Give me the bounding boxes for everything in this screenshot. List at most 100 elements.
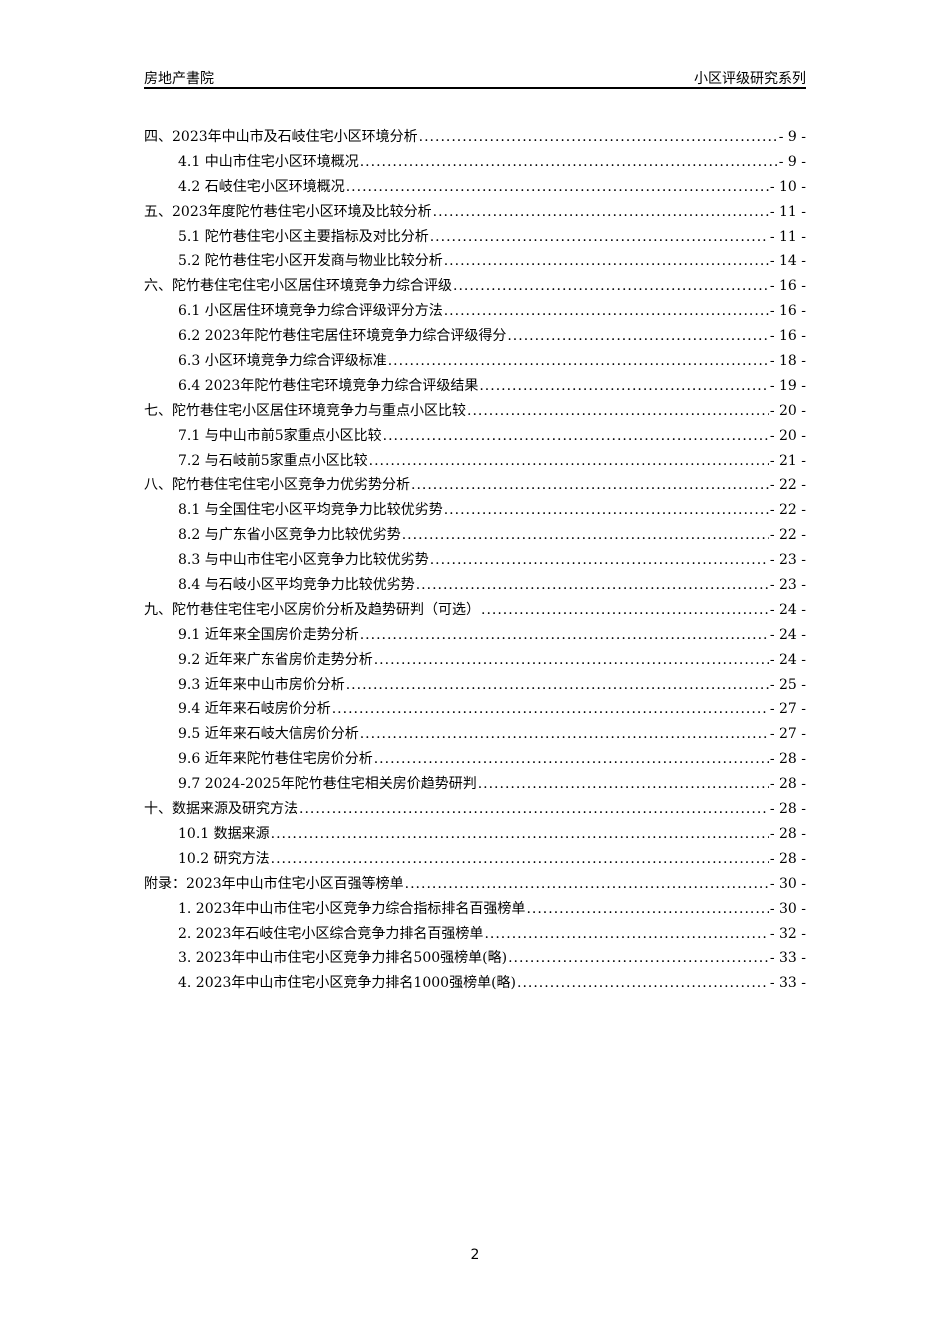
- toc-entry-page: - 30 -: [769, 900, 806, 917]
- toc-entry-page: - 24 -: [769, 651, 806, 668]
- toc-entry-page: - 24 -: [769, 601, 806, 618]
- toc-entry-page: - 27 -: [769, 726, 806, 743]
- toc-entry[interactable]: 四、2023年中山市及石岐住宅小区环境分析 - 9 -: [144, 126, 806, 151]
- toc-entry[interactable]: 十、数据来源及研究方法 - 28 -: [144, 798, 806, 823]
- toc-entry[interactable]: 10.1 数据来源 - 28 -: [144, 823, 806, 848]
- toc-entry[interactable]: 4. 2023年中山市住宅小区竞争力排名1000强榜单(略) - 33 -: [144, 972, 806, 997]
- dot-leader: [416, 577, 769, 593]
- toc-entry-title: 1. 2023年中山市住宅小区竞争力综合指标排名百强榜单: [178, 900, 526, 917]
- dot-leader: [508, 950, 769, 966]
- toc-entry-title: 7.1 与中山市前5家重点小区比较: [178, 427, 382, 444]
- toc-entry-title: 6.4 2023年陀竹巷住宅环境竞争力综合评级结果: [178, 377, 479, 394]
- toc-entry[interactable]: 9.7 2024-2025年陀竹巷住宅相关房价趋势研判 - 28 -: [144, 773, 806, 798]
- toc-entry[interactable]: 4.1 中山市住宅小区环境概况 - 9 -: [144, 151, 806, 176]
- toc-entry-title: 六、陀竹巷住宅住宅小区居住环境竞争力综合评级: [144, 278, 452, 295]
- toc-entry[interactable]: 9.2 近年来广东省房价走势分析 - 24 -: [144, 649, 806, 674]
- toc-entry-page: - 22 -: [769, 527, 806, 544]
- toc-entry-page: - 25 -: [769, 676, 806, 693]
- toc-entry[interactable]: 附录：2023年中山市住宅小区百强等榜单 - 30 -: [144, 873, 806, 898]
- toc-entry-page: - 14 -: [769, 253, 806, 270]
- toc-entry-page: - 32 -: [769, 925, 806, 942]
- toc-entry[interactable]: 六、陀竹巷住宅住宅小区居住环境竞争力综合评级 - 16 -: [144, 275, 806, 300]
- toc-entry-title: 9.3 近年来中山市房价分析: [178, 676, 345, 693]
- toc-entry-title: 七、陀竹巷住宅小区居住环境竞争力与重点小区比较: [144, 402, 466, 419]
- header-right: 小区评级研究系列: [694, 71, 806, 87]
- toc-entry[interactable]: 10.2 研究方法 - 28 -: [144, 848, 806, 873]
- toc-entry[interactable]: 8.2 与广东省小区竞争力比较优劣势 - 22 -: [144, 524, 806, 549]
- toc-entry[interactable]: 9.4 近年来石岐房价分析 - 27 -: [144, 698, 806, 723]
- toc-entry[interactable]: 9.5 近年来石岐大信房价分析 - 27 -: [144, 723, 806, 748]
- dot-leader: [346, 677, 769, 693]
- toc-entry[interactable]: 五、2023年度陀竹巷住宅小区环境及比较分析 - 11 -: [144, 201, 806, 226]
- header-left: 房地产書院: [144, 71, 214, 87]
- toc-entry[interactable]: 9.6 近年来陀竹巷住宅房价分析 - 28 -: [144, 748, 806, 773]
- toc-entry[interactable]: 8.3 与中山市住宅小区竞争力比较优劣势 - 23 -: [144, 549, 806, 574]
- toc-entry-page: - 20 -: [769, 427, 806, 444]
- toc-entry-title: 5.2 陀竹巷住宅小区开发商与物业比较分析: [178, 253, 443, 270]
- toc-entry-page: - 22 -: [769, 477, 806, 494]
- toc-entry-page: - 9 -: [778, 129, 806, 145]
- toc-entry-title: 8.1 与全国住宅小区平均竞争力比较优劣势: [178, 502, 443, 519]
- dot-leader: [346, 179, 769, 195]
- toc-entry-title: 4.2 石岐住宅小区环境概况: [178, 178, 345, 195]
- toc-entry-page: - 11 -: [769, 203, 806, 220]
- toc-entry[interactable]: 6.2 2023年陀竹巷住宅居住环境竞争力综合评级得分 - 16 -: [144, 325, 806, 350]
- toc-entry[interactable]: 6.4 2023年陀竹巷住宅环境竞争力综合评级结果 - 19 -: [144, 375, 806, 400]
- toc-entry[interactable]: 八、陀竹巷住宅住宅小区竞争力优劣势分析 - 22 -: [144, 474, 806, 499]
- toc-entry-title: 9.7 2024-2025年陀竹巷住宅相关房价趋势研判: [178, 776, 477, 793]
- toc-entry-title: 8.2 与广东省小区竞争力比较优劣势: [178, 527, 401, 544]
- dot-leader: [299, 801, 769, 817]
- toc-entry[interactable]: 7.1 与中山市前5家重点小区比较 - 20 -: [144, 425, 806, 450]
- dot-leader: [526, 901, 768, 917]
- toc-entry-title: 7.2 与石岐前5家重点小区比较: [178, 452, 368, 469]
- toc-entry[interactable]: 1. 2023年中山市住宅小区竞争力综合指标排名百强榜单 - 30 -: [144, 898, 806, 923]
- dot-leader: [374, 751, 769, 767]
- dot-leader: [507, 328, 768, 344]
- toc-entry[interactable]: 5.1 陀竹巷住宅小区主要指标及对比分析 - 11 -: [144, 226, 806, 251]
- toc-entry-page: - 9 -: [778, 153, 806, 170]
- toc-entry-title: 6.2 2023年陀竹巷住宅居住环境竞争力综合评级得分: [178, 328, 507, 345]
- toc-entry-page: - 23 -: [769, 577, 806, 594]
- toc-entry-title: 2. 2023年石岐住宅小区综合竞争力排名百强榜单: [178, 925, 484, 942]
- toc-entry-title: 十、数据来源及研究方法: [144, 801, 298, 818]
- toc-entry[interactable]: 3. 2023年中山市住宅小区竞争力排名500强榜单(略) - 33 -: [144, 947, 806, 972]
- toc-entry-title: 5.1 陀竹巷住宅小区主要指标及对比分析: [178, 228, 429, 245]
- toc-entry-page: - 20 -: [769, 402, 806, 419]
- toc-entry[interactable]: 2. 2023年石岐住宅小区综合竞争力排名百强榜单 - 32 -: [144, 923, 806, 948]
- toc-entry[interactable]: 九、陀竹巷住宅住宅小区房价分析及趋势研判（可选） - 24 -: [144, 599, 806, 624]
- dot-leader: [478, 776, 769, 792]
- dot-leader: [419, 129, 778, 145]
- toc-entry-title: 10.1 数据来源: [178, 825, 270, 842]
- toc-entry-page: - 28 -: [769, 825, 806, 842]
- toc-entry[interactable]: 8.4 与石岐小区平均竞争力比较优劣势 - 23 -: [144, 574, 806, 599]
- toc-entry-page: - 10 -: [769, 178, 806, 195]
- toc-entry-page: - 30 -: [769, 875, 806, 892]
- dot-leader: [430, 229, 769, 245]
- toc-entry[interactable]: 4.2 石岐住宅小区环境概况 - 10 -: [144, 176, 806, 201]
- toc-entry[interactable]: 七、陀竹巷住宅小区居住环境竞争力与重点小区比较 - 20 -: [144, 400, 806, 425]
- dot-leader: [433, 204, 769, 220]
- toc-entry-page: - 33 -: [769, 975, 806, 992]
- toc-entry-page: - 23 -: [769, 552, 806, 569]
- toc-entry-page: - 24 -: [769, 626, 806, 643]
- dot-leader: [479, 378, 768, 394]
- toc-entry-page: - 19 -: [769, 377, 806, 394]
- dot-leader: [402, 527, 769, 543]
- toc-entry[interactable]: 5.2 陀竹巷住宅小区开发商与物业比较分析 - 14 -: [144, 250, 806, 275]
- toc-entry[interactable]: 7.2 与石岐前5家重点小区比较 - 21 -: [144, 450, 806, 475]
- toc-entry-title: 6.3 小区环境竞争力综合评级标准: [178, 353, 387, 370]
- toc-entry-page: - 21 -: [769, 452, 806, 469]
- toc-entry[interactable]: 9.3 近年来中山市房价分析 - 25 -: [144, 674, 806, 699]
- toc-entry-page: - 27 -: [769, 701, 806, 718]
- dot-leader: [332, 701, 769, 717]
- toc-entry[interactable]: 6.3 小区环境竞争力综合评级标准 - 18 -: [144, 350, 806, 375]
- toc-entry[interactable]: 8.1 与全国住宅小区平均竞争力比较优劣势 - 22 -: [144, 499, 806, 524]
- dot-leader: [360, 726, 769, 742]
- dot-leader: [374, 652, 769, 668]
- toc-entry-page: - 18 -: [769, 353, 806, 370]
- toc-entry[interactable]: 9.1 近年来全国房价走势分析 - 24 -: [144, 624, 806, 649]
- toc-entry[interactable]: 6.1 小区居住环境竞争力综合评级评分方法 - 16 -: [144, 300, 806, 325]
- dot-leader: [360, 154, 778, 170]
- dot-leader: [481, 602, 769, 618]
